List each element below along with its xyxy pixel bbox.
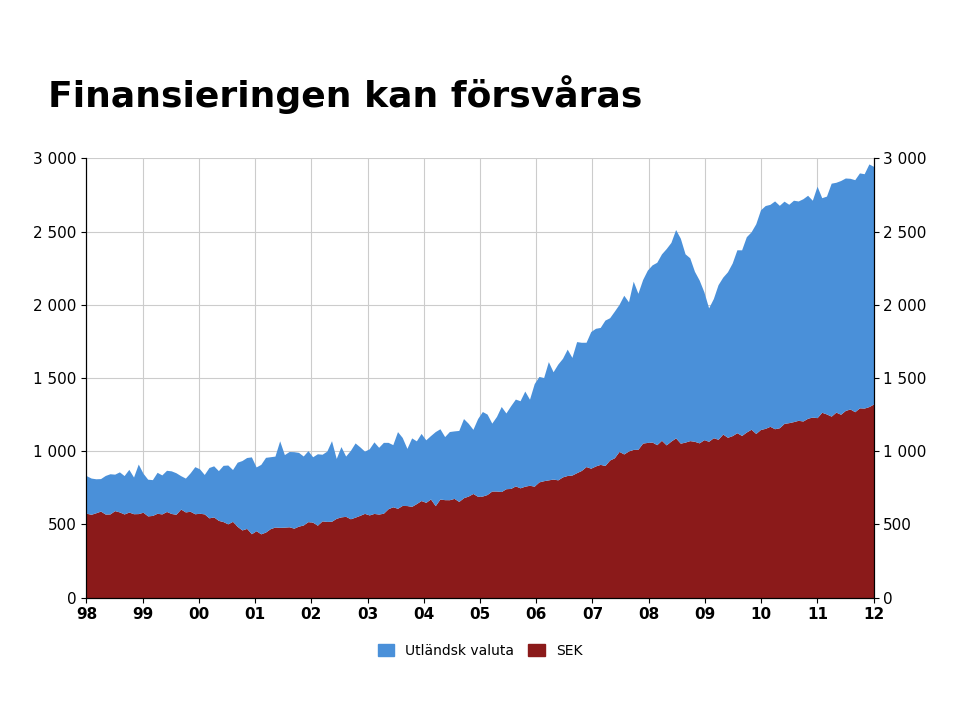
Text: Källor: SCB och Riksbanken: Källor: SCB och Riksbanken <box>770 679 931 692</box>
Legend: Utländsk valuta, SEK: Utländsk valuta, SEK <box>372 638 588 663</box>
Text: Finansieringen kan försvåras: Finansieringen kan försvåras <box>48 76 642 114</box>
Text: De svenska storbankernas marknadsfinansiering via svenska moder- och dotterbolag: De svenska storbankernas marknadsfinansi… <box>29 670 595 701</box>
